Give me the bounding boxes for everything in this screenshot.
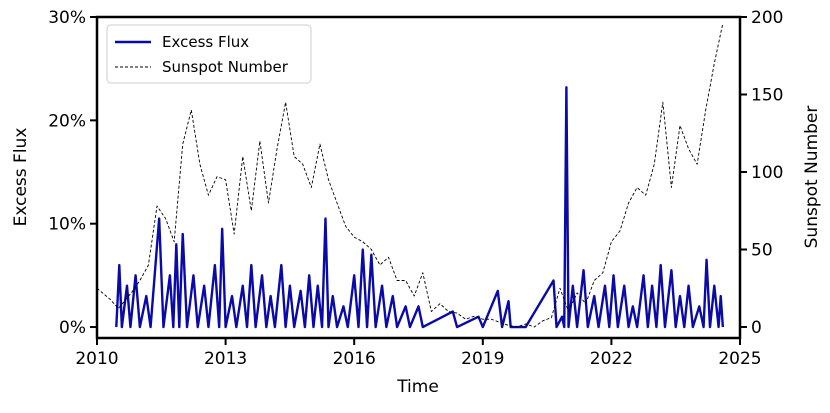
legend-label: Excess Flux — [162, 33, 249, 51]
legend-box — [106, 24, 312, 84]
legend-label: Sunspot Number — [162, 58, 289, 76]
y2-axis-label: Sunspot Number — [802, 106, 822, 249]
y2-tick-label: 200 — [751, 8, 783, 28]
x-tick-label: 2010 — [75, 349, 118, 369]
y2-tick-label: 150 — [751, 85, 783, 105]
y-tick-label: 20% — [48, 111, 86, 131]
flux-line — [115, 86, 725, 329]
x-tick-label: 2019 — [461, 349, 504, 369]
y2-tick-label: 100 — [751, 163, 783, 183]
plot-frame — [95, 15, 742, 340]
y2-tick-label: 50 — [751, 240, 773, 260]
x-axis-label: Time — [396, 377, 439, 397]
x-tick-label: 2025 — [718, 349, 761, 369]
y-tick-label: 30% — [48, 8, 86, 28]
sunspot-line — [96, 23, 724, 328]
x-tick-label: 2013 — [204, 349, 247, 369]
y-axis-label: Excess Flux — [11, 128, 31, 227]
x-tick-label: 2016 — [333, 349, 376, 369]
y-tick-label: 10% — [48, 215, 86, 235]
x-tick-label: 2022 — [590, 349, 633, 369]
y2-tick-label: 0 — [751, 318, 762, 338]
y-tick-label: 0% — [59, 318, 86, 338]
